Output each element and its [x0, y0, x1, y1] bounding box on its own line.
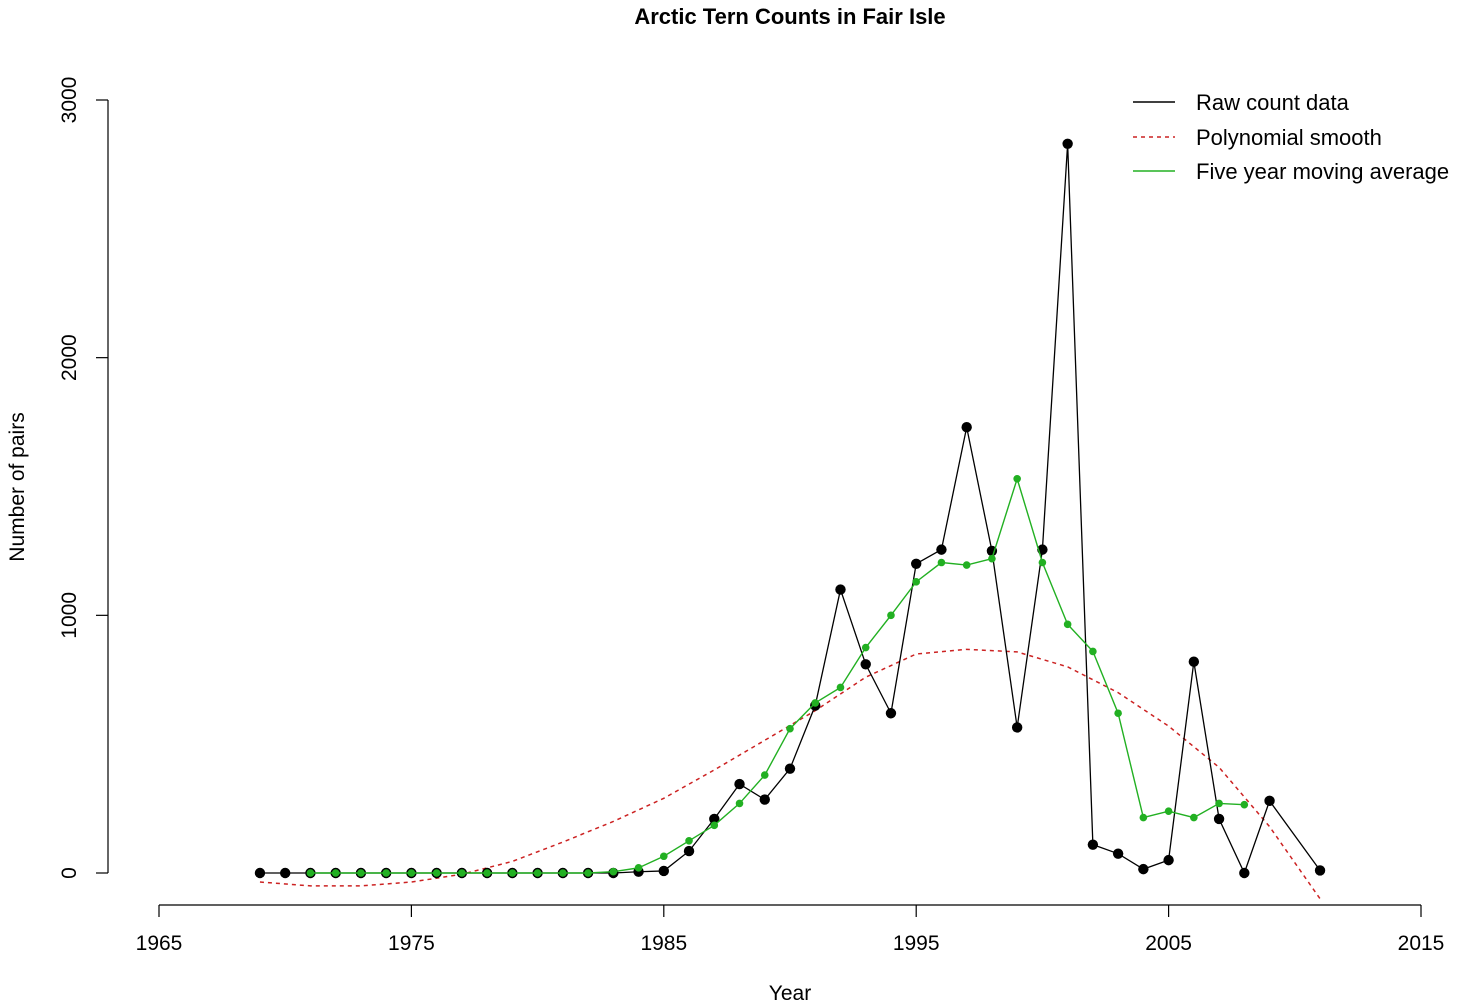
raw-count-point: [1213, 813, 1225, 825]
moving-average-point: [660, 852, 668, 861]
moving-average-point: [1114, 709, 1122, 718]
raw-count-point: [1138, 863, 1149, 875]
y-tick-label: 2000: [58, 334, 81, 381]
plot-area: [254, 138, 1326, 900]
moving-average-point: [1089, 647, 1097, 656]
moving-average-point: [988, 554, 996, 563]
raw-count-point: [759, 794, 770, 805]
moving-average-point: [1164, 807, 1173, 815]
raw-count-point: [1087, 839, 1099, 850]
moving-average-point: [811, 699, 820, 707]
x-tick-label: 1985: [640, 932, 687, 955]
moving-average-point: [458, 869, 466, 877]
moving-average-point: [533, 869, 542, 877]
raw-count-point: [885, 708, 897, 719]
moving-average-point: [710, 821, 719, 830]
raw-count-point: [961, 422, 972, 433]
raw-count-point: [1239, 867, 1250, 879]
raw-count-point: [936, 544, 947, 555]
x-tick-label: 1975: [388, 932, 435, 955]
raw-count-point: [784, 763, 796, 774]
moving-average-point: [559, 869, 567, 877]
x-axis-ticks: 1965 1975 1985 1995 2005 2015: [136, 905, 1445, 955]
series-line-moving-average: [310, 476, 1245, 874]
moving-average-point: [1215, 799, 1223, 808]
moving-average-point: [962, 561, 971, 569]
moving-average-point: [382, 869, 390, 877]
series-line-polynomial-smooth: [259, 648, 1321, 900]
moving-average-point: [1240, 800, 1249, 809]
raw-count-point: [1314, 865, 1326, 876]
raw-count-point: [658, 865, 669, 877]
moving-average-point: [407, 869, 416, 877]
moving-average-point: [1190, 813, 1198, 822]
raw-count-point: [709, 813, 720, 825]
x-tick-label: 2015: [1398, 932, 1445, 955]
raw-count-point: [1062, 138, 1073, 150]
y-tick-label: 0: [58, 867, 81, 879]
moving-average-point: [685, 836, 693, 845]
chart-title: Arctic Tern Counts in Fair Isle: [634, 4, 945, 29]
raw-count-point: [280, 867, 291, 879]
x-axis-label: Year: [769, 982, 811, 1005]
moving-average-point: [432, 869, 441, 877]
moving-average-point: [861, 643, 870, 652]
raw-count-point: [1163, 854, 1174, 866]
moving-average-point: [483, 869, 491, 877]
legend-label-raw-count: Raw count data: [1196, 90, 1350, 115]
y-axis-ticks: 0 1000 2000 3000: [58, 77, 108, 879]
raw-count-point: [734, 778, 745, 790]
raw-count-point: [254, 867, 266, 879]
x-tick-label: 1995: [893, 932, 940, 955]
moving-average-point: [609, 867, 618, 876]
legend: Raw count data Polynomial smooth Five ye…: [1133, 90, 1449, 184]
x-tick-label: 2005: [1145, 932, 1192, 955]
raw-count-point: [911, 558, 922, 569]
raw-count-point: [1011, 722, 1023, 733]
x-tick-label: 1965: [136, 932, 183, 955]
legend-label-moving-average: Five year moving average: [1196, 159, 1449, 184]
moving-average-point: [760, 771, 769, 779]
moving-average-point: [357, 869, 365, 877]
moving-average-point: [735, 799, 744, 808]
moving-average-point: [331, 869, 340, 877]
moving-average-point: [912, 578, 920, 586]
raw-count-point: [1188, 656, 1200, 667]
y-tick-label: 1000: [58, 592, 81, 639]
moving-average-point: [584, 869, 592, 877]
moving-average-point: [508, 869, 517, 877]
moving-average-point: [634, 864, 643, 872]
moving-average-point: [306, 869, 315, 877]
moving-average-point: [887, 611, 895, 620]
raw-count-point: [1112, 848, 1124, 859]
raw-count-point: [1264, 795, 1275, 807]
moving-average-point: [1013, 474, 1021, 483]
legend-label-polynomial: Polynomial smooth: [1196, 125, 1382, 150]
y-axis-label: Number of pairs: [6, 412, 29, 561]
moving-average-point: [1063, 620, 1072, 629]
moving-average-point: [937, 558, 946, 567]
moving-average-point: [1139, 813, 1148, 822]
moving-average-point: [836, 683, 845, 692]
raw-count-point: [835, 584, 846, 595]
moving-average-point: [786, 724, 794, 733]
raw-count-point: [860, 659, 871, 670]
y-tick-label: 3000: [58, 77, 81, 124]
raw-count-point: [683, 845, 695, 857]
moving-average-point: [1038, 558, 1047, 567]
